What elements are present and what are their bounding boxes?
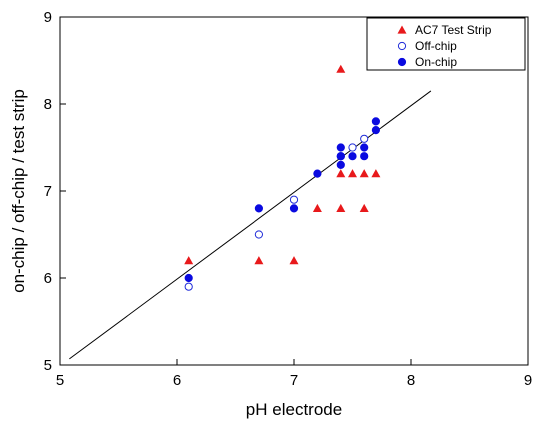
data-point-ac7-test-strip — [359, 169, 369, 178]
data-point-off-chip — [289, 195, 299, 204]
legend-marker-ac7-test-strip — [397, 25, 407, 34]
data-point-on-chip — [313, 169, 322, 178]
data-point-on-chip — [336, 143, 345, 152]
data-point-on-chip — [289, 204, 299, 213]
data-point-off-chip — [254, 230, 263, 239]
x-tick-label: 7 — [290, 372, 298, 389]
data-point-on-chip — [184, 273, 193, 283]
data-point-ac7-test-strip — [336, 203, 346, 212]
data-point-on-chip — [360, 152, 369, 161]
x-tick-label: 9 — [524, 372, 532, 389]
data-point-ac7-test-strip — [254, 256, 264, 265]
plot-frame — [59, 16, 529, 366]
data-point-on-chip — [336, 160, 345, 169]
x-tick-label: 6 — [173, 372, 181, 389]
fit-line — [69, 90, 432, 360]
x-tick-label: 8 — [407, 372, 415, 389]
data-point-ac7-test-strip — [371, 169, 381, 178]
y-tick-label: 7 — [44, 183, 52, 200]
fit-line-layer — [69, 90, 432, 360]
legend-marker-on-chip — [397, 57, 407, 67]
legend-label-ac7-test-strip: AC7 Test Strip — [415, 23, 492, 37]
legend-box — [366, 17, 526, 71]
data-point-on-chip — [336, 152, 345, 161]
y-tick-label: 9 — [44, 9, 52, 26]
data-point-off-chip — [348, 143, 357, 152]
data-point-ac7-test-strip — [312, 203, 322, 212]
x-axis-title: pH electrode — [246, 400, 342, 419]
data-point-on-chip — [371, 126, 380, 135]
data-point-ac7-test-strip — [184, 256, 194, 265]
y-tick-label: 5 — [44, 357, 52, 374]
legend-label-off-chip: Off-chip — [415, 39, 457, 53]
data-point-ac7-test-strip — [336, 64, 346, 73]
data-point-on-chip — [360, 143, 369, 152]
data-point-ac7-test-strip — [359, 203, 369, 212]
data-point-off-chip — [184, 282, 193, 291]
y-tick-label: 6 — [44, 270, 52, 287]
data-point-ac7-test-strip — [348, 169, 357, 178]
legend-markers — [397, 25, 407, 67]
data-point-on-chip — [348, 152, 357, 161]
x-tick-label: 5 — [56, 372, 64, 389]
points-layer — [184, 64, 381, 291]
data-point-ac7-test-strip — [336, 169, 346, 178]
data-point-on-chip — [371, 117, 380, 126]
legend: AC7 Test Strip Off-chip On-chip — [366, 17, 526, 71]
y-axis-title: on-chip / off-chip / test strip — [9, 89, 28, 293]
y-tick-label: 8 — [44, 96, 52, 113]
legend-marker-off-chip — [397, 41, 407, 51]
data-point-off-chip — [360, 134, 369, 143]
ticks-layer: 5 6 7 8 9 5 6 7 8 9 — [44, 9, 533, 389]
data-point-on-chip — [254, 204, 263, 213]
data-point-ac7-test-strip — [289, 256, 299, 265]
legend-label-on-chip: On-chip — [415, 55, 457, 69]
